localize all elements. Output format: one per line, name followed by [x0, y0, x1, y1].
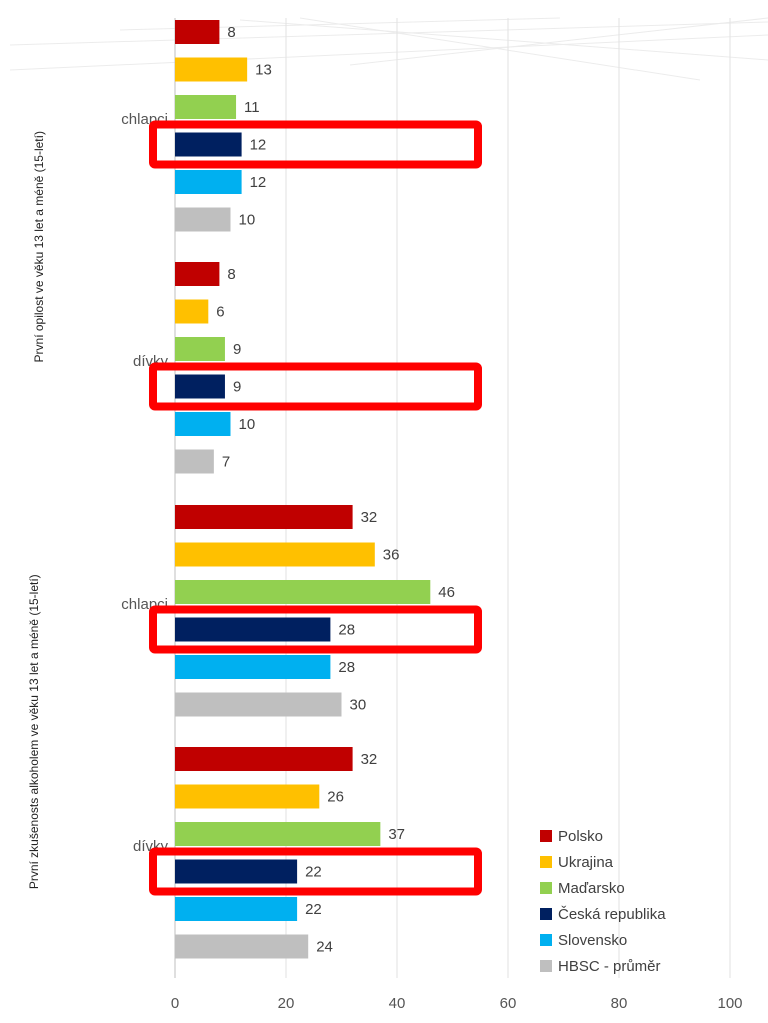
legend-label: Polsko — [558, 828, 603, 845]
bar-value-label: 26 — [327, 789, 344, 806]
bar-value-label: 8 — [227, 24, 235, 41]
legend-swatch — [540, 934, 552, 946]
legend-swatch — [540, 856, 552, 868]
legend-label: Česká republika — [558, 906, 666, 923]
bar--esk-republika — [175, 617, 331, 642]
bar-ukrajina — [175, 784, 320, 809]
data-labels: 8 13 11 12 12 10 8 6 9 9 10 7 32 36 46 28 28 30 32 26 37 22 22… — [216, 24, 455, 956]
x-tick-label: 60 — [500, 995, 517, 1012]
x-tick-label: 40 — [389, 995, 406, 1012]
bar-value-label: 8 — [227, 266, 235, 283]
group-label: První zkušenosts alkoholem ve věku 13 le… — [27, 574, 41, 889]
bar-hbsc-pr-m-r — [175, 207, 231, 232]
group-labels: První opilost ve věku 13 let a méně (15-… — [27, 131, 46, 889]
legend: Polsko Ukrajina Maďarsko Česká republika Slo… — [540, 828, 666, 975]
bar--esk-republika — [175, 132, 242, 157]
bar-value-label: 9 — [233, 379, 241, 396]
bar-value-label: 11 — [244, 99, 260, 116]
bar-value-label: 22 — [305, 864, 322, 881]
bar-slovensko — [175, 655, 331, 679]
highlight-boxes — [149, 120, 482, 896]
legend-label: Maďarsko — [558, 880, 625, 897]
x-tick-label: 100 — [717, 995, 742, 1012]
bar-polsko — [175, 20, 220, 44]
legend-label: Ukrajina — [558, 854, 614, 871]
bar-hbsc-pr-m-r — [175, 934, 309, 959]
legend-swatch — [540, 882, 552, 894]
bar-hbsc-pr-m-r — [175, 692, 342, 717]
x-tick-label: 80 — [611, 995, 628, 1012]
bar-hbsc-pr-m-r — [175, 449, 214, 474]
highlight-box — [149, 120, 482, 169]
highlight-box — [149, 605, 482, 654]
bar-value-label: 32 — [361, 751, 378, 768]
bar-ma-arsko — [175, 337, 225, 361]
bar-value-label: 7 — [222, 454, 230, 471]
x-axis-ticks: 0 20 40 60 80 100 — [171, 995, 743, 1012]
bar-ukrajina — [175, 57, 248, 82]
bar-value-label: 10 — [239, 416, 256, 433]
bar-value-label: 46 — [438, 584, 455, 601]
bar-value-label: 22 — [305, 901, 322, 918]
bar-value-label: 30 — [350, 697, 367, 714]
bar-value-label: 28 — [338, 622, 355, 639]
highlight-box — [149, 847, 482, 896]
bar-ma-arsko — [175, 822, 381, 846]
bar-value-label: 24 — [316, 939, 333, 956]
background-lines — [9, 17, 768, 81]
bar-value-label: 12 — [250, 174, 267, 191]
x-tick-label: 20 — [278, 995, 295, 1012]
bar-slovensko — [175, 412, 231, 436]
bar-polsko — [175, 747, 353, 771]
bar-value-label: 28 — [338, 659, 355, 676]
highlight-box — [149, 362, 482, 411]
bar-value-label: 13 — [255, 62, 272, 79]
group-label: První opilost ve věku 13 let a méně (15-… — [32, 131, 46, 362]
background-line — [299, 17, 701, 81]
bars — [175, 20, 431, 959]
bar-polsko — [175, 262, 220, 286]
bar-value-label: 6 — [216, 304, 224, 321]
background-line — [349, 17, 768, 66]
legend-swatch — [540, 960, 552, 972]
x-tick-label: 0 — [171, 995, 179, 1012]
legend-swatch — [540, 830, 552, 842]
bar-ukrajina — [175, 542, 375, 567]
bar--esk-republika — [175, 374, 225, 399]
bar-ukrajina — [175, 299, 209, 324]
bar-value-label: 9 — [233, 341, 241, 358]
background-line — [9, 34, 768, 71]
bar-value-label: 37 — [388, 826, 405, 843]
bar-polsko — [175, 505, 353, 529]
bar-slovensko — [175, 170, 242, 194]
bar-ma-arsko — [175, 95, 237, 119]
background-line — [9, 21, 768, 46]
bar-value-label: 10 — [239, 212, 256, 229]
background-line — [239, 19, 768, 61]
bar-slovensko — [175, 897, 298, 921]
bar-value-label: 32 — [361, 509, 378, 526]
bar-value-label: 36 — [383, 547, 400, 564]
legend-swatch — [540, 908, 552, 920]
legend-label: HBSC - průměr — [558, 958, 661, 975]
bar-ma-arsko — [175, 580, 431, 604]
legend-label: Slovensko — [558, 932, 627, 949]
bar-value-label: 12 — [250, 137, 267, 154]
bar--esk-republika — [175, 859, 298, 884]
